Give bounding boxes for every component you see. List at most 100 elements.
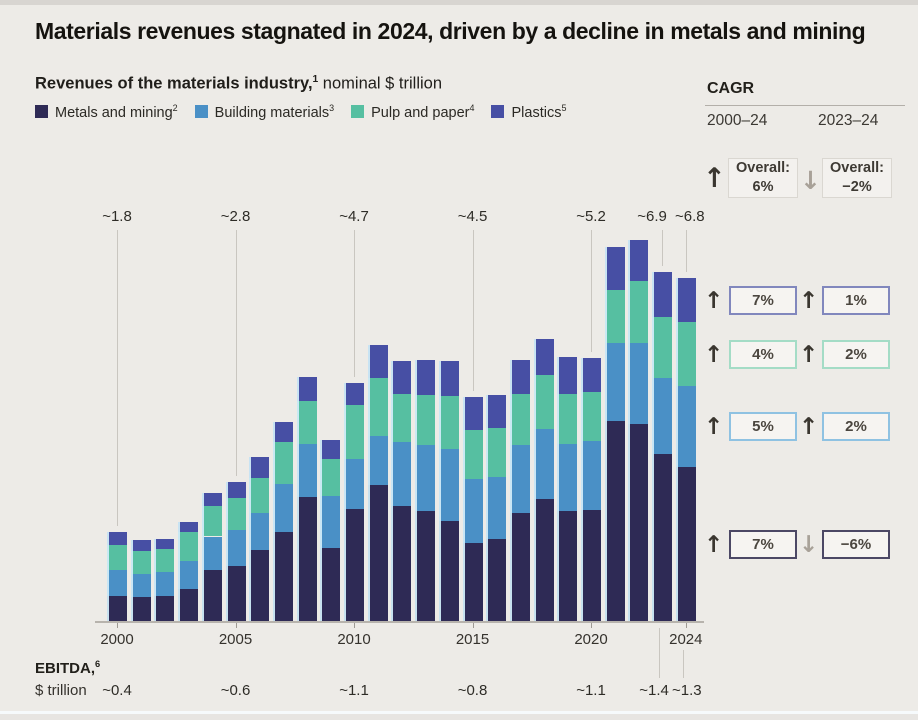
overall-value: 6%	[752, 179, 774, 195]
bar-segment-plastics	[675, 277, 696, 323]
bar-2001	[130, 540, 151, 621]
total-annotation-2000: ~1.8	[102, 208, 132, 225]
bar-segment-pulp-and-paper	[462, 430, 483, 480]
bar-segment-plastics	[201, 493, 222, 507]
bar-segment-pulp-and-paper	[557, 394, 578, 445]
bar-2007	[272, 422, 293, 621]
annotation-leader-line	[472, 230, 474, 392]
bar-segment-pulp-and-paper	[438, 396, 459, 450]
annotation-leader-line	[117, 230, 118, 527]
bar-segment-pulp-and-paper	[201, 506, 222, 537]
bar-segment-building-materials	[652, 378, 673, 455]
ebitda-label: EBITDA,6	[35, 659, 100, 677]
x-axis-tick	[235, 623, 237, 628]
bar-edge-highlight	[225, 481, 228, 621]
bar-segment-plastics	[628, 240, 649, 281]
bar-segment-building-materials	[107, 570, 127, 596]
ebitda-value-2023: ~1.4	[639, 682, 669, 699]
cagr-column-2023-24: 2023–24	[818, 112, 879, 129]
bar-2019	[557, 357, 578, 621]
x-axis-tick	[472, 623, 474, 628]
bar-segment-pulp-and-paper	[652, 317, 673, 379]
bar-segment-plastics	[533, 339, 554, 376]
bar-segment-metals-and-mining	[201, 570, 222, 621]
bar-edge-highlight	[438, 361, 441, 621]
bar-segment-pulp-and-paper	[415, 395, 436, 446]
bar-edge-highlight	[367, 344, 370, 621]
bar-edge-highlight	[178, 522, 181, 621]
cagr-value-box: 2%	[822, 412, 890, 442]
page-title: Materials revenues stagnated in 2024, dr…	[35, 18, 866, 44]
ebitda-value-2010: ~1.1	[339, 682, 369, 699]
up-arrow-icon: ↑	[704, 414, 724, 441]
bar-edge-highlight	[249, 456, 252, 621]
bar-segment-metals-and-mining	[557, 510, 578, 621]
cagr-row-plastics: ↑ 7% ↑ 1%	[703, 286, 903, 316]
bar-segment-building-materials	[438, 449, 459, 521]
up-arrow-icon: ↑	[704, 288, 724, 315]
total-annotation-2005: ~2.8	[220, 208, 251, 225]
bar-segment-metals-and-mining	[130, 596, 151, 621]
bar-segment-building-materials	[178, 560, 199, 590]
bar-segment-plastics	[249, 456, 270, 478]
x-axis	[95, 621, 704, 623]
bar-edge-highlight	[320, 439, 323, 621]
total-annotation-2015: ~4.5	[457, 208, 488, 225]
bar-edge-highlight	[344, 383, 346, 621]
bar-segment-building-materials	[509, 445, 530, 513]
top-border	[0, 0, 918, 5]
bar-segment-plastics	[509, 360, 530, 395]
bar-2020	[581, 358, 601, 621]
bar-2009	[320, 439, 341, 621]
bar-segment-pulp-and-paper	[154, 548, 175, 572]
bar-2015	[462, 397, 483, 621]
bar-segment-pulp-and-paper	[604, 289, 625, 343]
bar-segment-metals-and-mining	[178, 589, 199, 621]
bar-edge-highlight	[130, 540, 133, 621]
bar-segment-metals-and-mining	[438, 520, 459, 621]
cagr-panel-title: CAGR	[707, 80, 755, 97]
bar-segment-plastics	[581, 358, 601, 393]
bar-segment-plastics	[367, 344, 388, 378]
bar-segment-building-materials	[628, 342, 649, 424]
subtitle-unit: nominal $ trillion	[318, 74, 443, 93]
cagr-value-box: 4%	[729, 340, 797, 370]
footnote-ref-6: 6	[95, 659, 101, 669]
overall-label: Overall:	[736, 160, 790, 177]
bar-segment-building-materials	[201, 536, 222, 571]
bottom-border	[0, 714, 918, 720]
bar-edge-highlight	[154, 538, 157, 621]
up-arrow-icon: ↑	[799, 288, 819, 315]
bar-segment-metals-and-mining	[462, 542, 483, 621]
bar-2011	[367, 344, 388, 621]
annotation-leader-line	[354, 230, 355, 378]
bar-segment-metals-and-mining	[533, 498, 554, 621]
down-arrow-icon: ↓	[800, 166, 821, 195]
bar-2022	[628, 240, 649, 621]
bar-segment-metals-and-mining	[154, 595, 175, 621]
bar-segment-building-materials	[462, 479, 483, 543]
ebitda-leader-line	[659, 628, 661, 678]
bar-segment-metals-and-mining	[391, 505, 412, 621]
x-axis-label-2010: 2010	[337, 631, 371, 648]
bar-2005	[225, 481, 246, 621]
bar-segment-metals-and-mining	[296, 497, 317, 621]
ebitda-unit: $ trillion	[35, 682, 87, 699]
bar-edge-highlight	[272, 422, 275, 621]
bar-segment-plastics	[438, 361, 459, 397]
x-axis-tick	[354, 623, 355, 628]
bar-segment-plastics	[604, 246, 625, 290]
bar-segment-pulp-and-paper	[675, 322, 696, 386]
bar-edge-highlight	[581, 358, 583, 621]
bar-segment-plastics	[391, 361, 412, 395]
legend-item-pulp-and-paper: Pulp and paper4	[351, 103, 474, 121]
bar-segment-plastics	[130, 540, 151, 551]
bar-segment-metals-and-mining	[272, 532, 293, 621]
bar-segment-building-materials	[296, 443, 317, 498]
bar-segment-building-materials	[391, 442, 412, 506]
bar-2023	[652, 271, 673, 621]
legend-label: Pulp and paper4	[371, 103, 475, 121]
annotation-leader-line	[662, 230, 664, 266]
bar-segment-plastics	[107, 532, 127, 546]
ebitda-value-2015: ~0.8	[457, 682, 488, 699]
